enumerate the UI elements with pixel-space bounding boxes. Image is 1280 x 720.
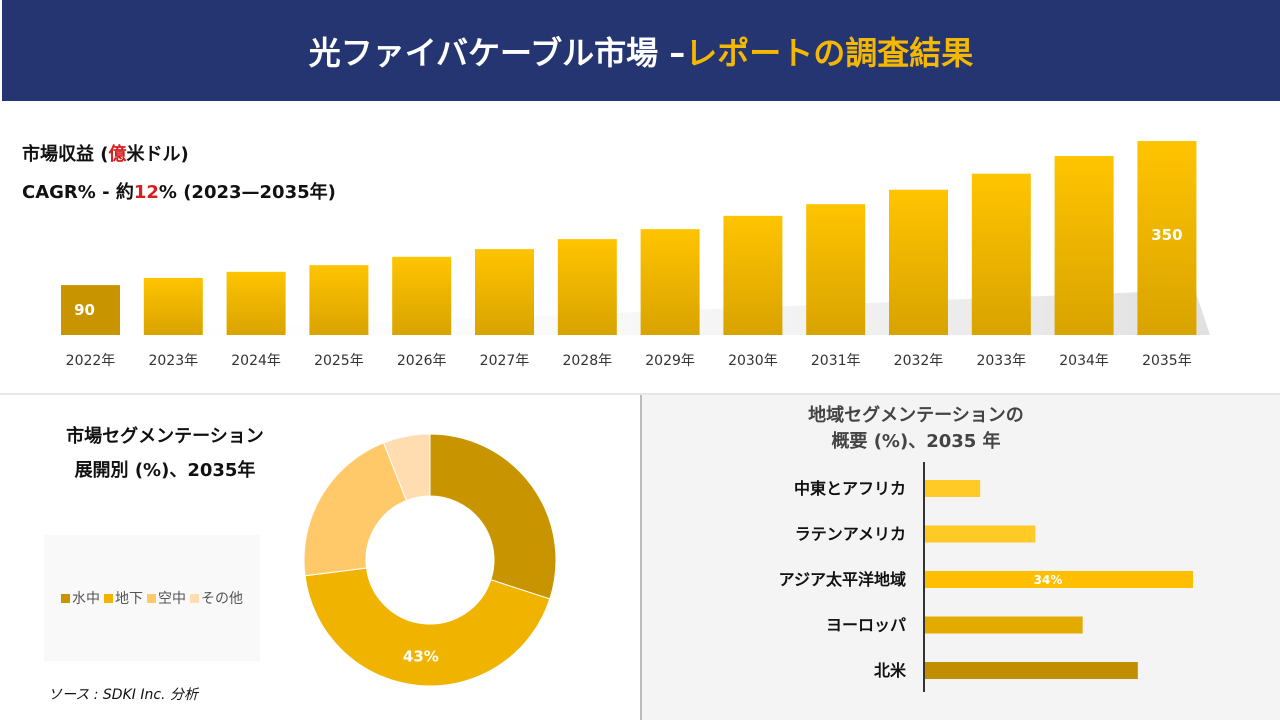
revenue-bar <box>1054 155 1114 335</box>
slice-data-label: 43% <box>403 648 439 666</box>
cagr-text: CAGR% - 約12% (2023—2035年) <box>22 178 336 204</box>
regional-title-line1: 地域セグメンテーションの <box>808 405 1024 426</box>
legend-swatch <box>61 593 70 603</box>
legend-item: 水中 <box>61 588 100 608</box>
region-label: 中東とアフリカ <box>794 479 906 498</box>
donut-slice <box>303 442 408 577</box>
header-title: 光ファイバケーブル市場 – <box>308 33 686 72</box>
region-label: ヨーロッパ <box>826 616 906 635</box>
legend-item: 空中 <box>147 588 186 608</box>
regional-title: 地域セグメンテーションの 概要 (%)、2035 年 <box>642 403 1280 455</box>
cagr-suffix: % (2023—2035年) <box>158 182 336 203</box>
region-label: アジア太平洋地域 <box>779 570 906 589</box>
revenue-bar <box>971 173 1031 335</box>
deployment-title-line1: 市場セグメンテーション <box>66 426 264 447</box>
x-tick-label: 2027年 <box>480 353 530 369</box>
revenue-bar <box>889 189 948 335</box>
region-bar <box>925 662 1138 679</box>
region-bar <box>925 571 1193 588</box>
deployment-segment-title: 市場セグメンテーション 展開別 (%)、2035年 <box>40 420 290 488</box>
revenue-bar <box>640 229 700 335</box>
cagr-prefix: CAGR% - 約 <box>22 182 134 203</box>
region-bar <box>925 525 1036 543</box>
legend-swatch <box>190 593 199 603</box>
cagr-value: 12 <box>133 182 159 203</box>
regional-panel: 地域セグメンテーションの 概要 (%)、2035 年 中東とアフリカ ラテンアメリ… <box>640 395 1280 720</box>
revenue-bar <box>475 249 534 335</box>
x-tick-label: 2035年 <box>1142 353 1192 369</box>
header-title-accent: レポートの調査結果 <box>685 33 974 72</box>
bar-data-label: 90 <box>74 301 95 319</box>
report-header: 光ファイバケーブル市場 – レポートの調査結果 <box>2 0 1280 101</box>
section-divider <box>0 393 1280 395</box>
deployment-donut-chart: 43% <box>303 433 557 687</box>
revenue-title-unit: 億 <box>108 144 127 165</box>
region-bar <box>925 480 981 497</box>
revenue-bar <box>143 277 203 335</box>
x-tick-label: 2023年 <box>148 353 198 369</box>
revenue-title-suffix: 米ドル) <box>126 144 189 165</box>
legend-label: その他 <box>201 591 243 607</box>
revenue-bar <box>723 215 783 335</box>
bar-data-label: 350 <box>1151 226 1182 244</box>
legend-swatch <box>104 593 113 603</box>
donut-slice <box>382 433 431 502</box>
legend-label: 空中 <box>158 591 186 607</box>
legend-item: 地下 <box>104 588 143 608</box>
donut-slice <box>304 567 551 687</box>
x-tick-label: 2025年 <box>314 353 364 369</box>
revenue-title: 市場収益 (億米ドル) <box>22 140 189 166</box>
donut-legend: 水中 地下 空中 その他 <box>44 535 260 661</box>
x-tick-label: 2024年 <box>231 353 281 369</box>
legend-label: 地下 <box>115 591 143 607</box>
revenue-bar <box>557 239 617 335</box>
x-tick-label: 2030年 <box>728 353 778 369</box>
region-label: 北米 <box>874 661 907 680</box>
revenue-bar-chart: 2022年 90 2023年 2024年 2025年 2026年 2027年 2028年 202… <box>60 141 1210 369</box>
x-tick-label: 2028年 <box>562 353 612 369</box>
revenue-bar <box>806 204 866 335</box>
donut-slice <box>429 433 557 600</box>
x-tick-label: 2029年 <box>645 353 695 369</box>
legend-item: その他 <box>190 588 243 608</box>
region-data-label: 34% <box>1034 573 1063 587</box>
revenue-bar <box>61 285 120 335</box>
revenue-bar <box>1137 141 1197 335</box>
x-tick-label: 2026年 <box>397 353 447 369</box>
deployment-title-line2: 展開別 (%)、2035年 <box>74 460 256 481</box>
region-label: ラテンアメリカ <box>795 525 906 544</box>
revenue-bar <box>392 256 452 335</box>
legend-swatch <box>147 593 156 603</box>
regional-title-line2: 概要 (%)、2035 年 <box>831 431 1001 452</box>
x-tick-label: 2031年 <box>811 353 861 369</box>
revenue-bar <box>309 265 369 335</box>
legend-label: 水中 <box>72 591 100 607</box>
revenue-title-prefix: 市場収益 ( <box>22 144 109 165</box>
x-tick-label: 2022年 <box>66 353 116 369</box>
source-note: ソース : SDKI Inc. 分析 <box>48 687 198 703</box>
x-tick-label: 2034年 <box>1059 353 1109 369</box>
revenue-bar <box>226 271 286 335</box>
region-bar <box>925 616 1083 634</box>
x-tick-label: 2033年 <box>976 353 1026 369</box>
x-tick-label: 2032年 <box>894 353 944 369</box>
